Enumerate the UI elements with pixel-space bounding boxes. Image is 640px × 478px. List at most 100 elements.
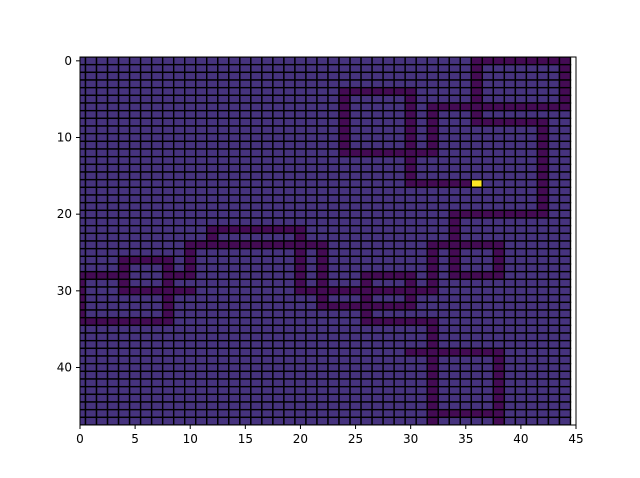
heatmap-cell — [470, 339, 484, 350]
heatmap-cell — [184, 163, 197, 173]
heatmap-cell — [95, 125, 109, 135]
heatmap-cell — [393, 102, 406, 112]
path-cell — [382, 86, 395, 97]
heatmap-cell — [305, 385, 318, 396]
heatmap-cell — [437, 148, 450, 158]
path-cell — [470, 109, 484, 120]
heatmap-cell — [327, 109, 340, 120]
heatmap-cell — [349, 393, 362, 403]
heatmap-cell — [415, 155, 428, 166]
heatmap-cell — [448, 293, 461, 304]
heatmap-cell — [305, 255, 318, 265]
heatmap-cell — [95, 102, 109, 112]
path-cell — [338, 86, 351, 97]
heatmap-cell — [536, 63, 550, 74]
heatmap-cell — [437, 362, 450, 373]
heatmap-cell — [492, 278, 506, 288]
heatmap-cell — [172, 401, 186, 411]
heatmap-cell — [172, 155, 186, 166]
heatmap-cell — [239, 57, 252, 66]
path-cell — [360, 316, 373, 327]
heatmap-cell — [117, 232, 131, 242]
heatmap-cell — [558, 324, 572, 334]
heatmap-cell — [195, 94, 208, 104]
heatmap-cell — [261, 339, 274, 350]
heatmap-cell — [283, 385, 296, 396]
heatmap-cell — [195, 408, 208, 419]
heatmap-cell — [327, 309, 340, 319]
heatmap-cell — [283, 148, 296, 158]
heatmap-cell — [95, 401, 109, 411]
heatmap-cell — [448, 301, 461, 311]
heatmap-cell — [316, 140, 329, 150]
heatmap-cell — [371, 171, 384, 181]
heatmap-cell — [327, 186, 340, 196]
path-cell — [404, 125, 417, 135]
heatmap-cell — [117, 385, 131, 396]
heatmap-cell — [415, 217, 428, 227]
heatmap-cell — [525, 163, 539, 173]
heatmap-cell — [206, 148, 219, 158]
path-cell — [294, 263, 307, 273]
heatmap-cell — [349, 332, 362, 342]
heatmap-cell — [217, 339, 230, 350]
heatmap-cell — [294, 94, 307, 104]
heatmap-cell — [84, 171, 98, 181]
path-cell — [316, 278, 329, 288]
heatmap-cell — [261, 324, 274, 334]
path-cell — [492, 378, 506, 388]
heatmap-cell — [250, 186, 263, 196]
heatmap-cell — [547, 263, 561, 273]
heatmap-cell — [206, 209, 219, 219]
path-cell — [239, 224, 252, 235]
heatmap-cell — [470, 140, 484, 150]
heatmap-cell — [382, 178, 395, 189]
heatmap-cell — [106, 209, 120, 219]
heatmap-cell — [437, 286, 450, 296]
heatmap-cell — [172, 232, 186, 242]
heatmap-cell — [161, 117, 175, 127]
heatmap-cell — [338, 263, 351, 273]
heatmap-cell — [459, 194, 472, 204]
heatmap-cell — [382, 255, 395, 265]
heatmap-cell — [514, 247, 528, 258]
heatmap-cell — [448, 57, 461, 66]
heatmap-cell — [184, 155, 197, 166]
heatmap-cell — [503, 155, 517, 166]
heatmap-cell — [481, 393, 495, 403]
heatmap-cell — [150, 63, 164, 74]
heatmap-cell — [250, 270, 263, 281]
path-cell — [316, 263, 329, 273]
heatmap-cell — [327, 278, 340, 288]
heatmap-cell — [404, 401, 417, 411]
heatmap-cell — [272, 86, 285, 97]
heatmap-cell — [172, 293, 186, 304]
heatmap-cell — [95, 332, 109, 342]
path-cell — [448, 102, 461, 112]
heatmap-cell — [371, 416, 384, 425]
path-cell — [184, 270, 197, 281]
heatmap-cell — [84, 224, 98, 235]
heatmap-cell — [459, 155, 472, 166]
heatmap-cell — [272, 309, 285, 319]
heatmap-cell — [206, 79, 219, 89]
heatmap-cell — [250, 201, 263, 212]
heatmap-cell — [172, 339, 186, 350]
heatmap-cell — [305, 270, 318, 281]
heatmap-cell — [184, 370, 197, 380]
heatmap-cell — [106, 140, 120, 150]
heatmap-cell — [327, 71, 340, 81]
heatmap-cell — [161, 125, 175, 135]
heatmap-cell — [525, 370, 539, 380]
heatmap-cell — [250, 385, 263, 396]
heatmap-cell — [459, 63, 472, 74]
path-cell — [283, 224, 296, 235]
heatmap-cell — [547, 140, 561, 150]
heatmap-cell — [250, 71, 263, 81]
heatmap-cell — [327, 385, 340, 396]
heatmap-cell — [514, 240, 528, 250]
heatmap-cell — [415, 309, 428, 319]
heatmap-cell — [360, 171, 373, 181]
heatmap-cell — [360, 255, 373, 265]
heatmap-cell — [150, 347, 164, 357]
